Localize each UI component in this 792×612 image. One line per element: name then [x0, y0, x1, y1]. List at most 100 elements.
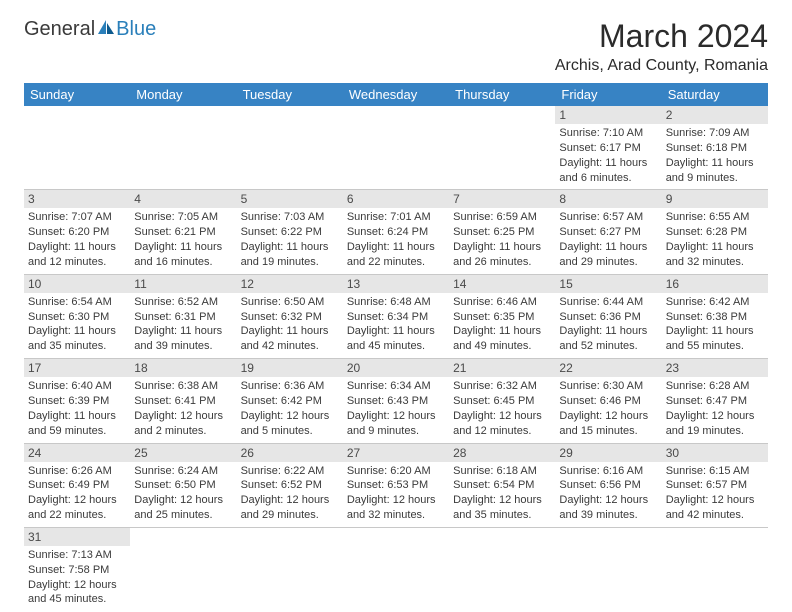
calendar-cell: 30Sunrise: 6:15 AMSunset: 6:57 PMDayligh…: [662, 443, 768, 527]
sunset-text: Sunset: 6:49 PM: [28, 478, 126, 493]
sunrise-text: Sunrise: 6:32 AM: [453, 379, 551, 394]
calendar-cell: 18Sunrise: 6:38 AMSunset: 6:41 PMDayligh…: [130, 359, 236, 443]
calendar-cell: 3Sunrise: 7:07 AMSunset: 6:20 PMDaylight…: [24, 190, 130, 274]
daylight-text: and 29 minutes.: [559, 255, 657, 270]
daylight-text: and 55 minutes.: [666, 339, 764, 354]
sunrise-text: Sunrise: 6:28 AM: [666, 379, 764, 394]
weekday-wednesday: Wednesday: [343, 83, 449, 106]
sunrise-text: Sunrise: 6:30 AM: [559, 379, 657, 394]
sunset-text: Sunset: 6:34 PM: [347, 310, 445, 325]
calendar-cell: 24Sunrise: 6:26 AMSunset: 6:49 PMDayligh…: [24, 443, 130, 527]
sunset-text: Sunset: 6:52 PM: [241, 478, 339, 493]
calendar-cell: [130, 106, 236, 190]
calendar-cell: 12Sunrise: 6:50 AMSunset: 6:32 PMDayligh…: [237, 274, 343, 358]
calendar-cell: [343, 106, 449, 190]
calendar-cell: [449, 106, 555, 190]
sunset-text: Sunset: 6:21 PM: [134, 225, 232, 240]
daylight-text: and 29 minutes.: [241, 508, 339, 523]
sunset-text: Sunset: 6:50 PM: [134, 478, 232, 493]
daylight-text: and 35 minutes.: [453, 508, 551, 523]
sunset-text: Sunset: 6:18 PM: [666, 141, 764, 156]
sunrise-text: Sunrise: 6:24 AM: [134, 464, 232, 479]
sunrise-text: Sunrise: 6:52 AM: [134, 295, 232, 310]
sunset-text: Sunset: 6:27 PM: [559, 225, 657, 240]
daylight-text: and 26 minutes.: [453, 255, 551, 270]
daylight-text: and 39 minutes.: [134, 339, 232, 354]
calendar-cell: 11Sunrise: 6:52 AMSunset: 6:31 PMDayligh…: [130, 274, 236, 358]
daylight-text: Daylight: 12 hours: [559, 409, 657, 424]
sunrise-text: Sunrise: 6:46 AM: [453, 295, 551, 310]
calendar-cell: 21Sunrise: 6:32 AMSunset: 6:45 PMDayligh…: [449, 359, 555, 443]
daylight-text: Daylight: 12 hours: [666, 409, 764, 424]
day-number: 13: [343, 275, 449, 293]
day-number: 31: [24, 528, 130, 546]
daylight-text: and 9 minutes.: [666, 171, 764, 186]
sunset-text: Sunset: 6:24 PM: [347, 225, 445, 240]
calendar-cell: [24, 106, 130, 190]
sunrise-text: Sunrise: 7:01 AM: [347, 210, 445, 225]
sunrise-text: Sunrise: 6:59 AM: [453, 210, 551, 225]
day-number: 2: [662, 106, 768, 124]
calendar-cell: 16Sunrise: 6:42 AMSunset: 6:38 PMDayligh…: [662, 274, 768, 358]
calendar-cell: 17Sunrise: 6:40 AMSunset: 6:39 PMDayligh…: [24, 359, 130, 443]
daylight-text: Daylight: 11 hours: [559, 324, 657, 339]
calendar-cell: 1Sunrise: 7:10 AMSunset: 6:17 PMDaylight…: [555, 106, 661, 190]
day-number: 17: [24, 359, 130, 377]
daylight-text: Daylight: 12 hours: [347, 409, 445, 424]
calendar-cell: 19Sunrise: 6:36 AMSunset: 6:42 PMDayligh…: [237, 359, 343, 443]
day-number: 18: [130, 359, 236, 377]
day-number: 9: [662, 190, 768, 208]
calendar-cell: 25Sunrise: 6:24 AMSunset: 6:50 PMDayligh…: [130, 443, 236, 527]
calendar-body: 1Sunrise: 7:10 AMSunset: 6:17 PMDaylight…: [24, 106, 768, 611]
daylight-text: and 32 minutes.: [666, 255, 764, 270]
daylight-text: and 22 minutes.: [347, 255, 445, 270]
day-number: 23: [662, 359, 768, 377]
calendar-cell: 9Sunrise: 6:55 AMSunset: 6:28 PMDaylight…: [662, 190, 768, 274]
sunrise-text: Sunrise: 7:10 AM: [559, 126, 657, 141]
daylight-text: Daylight: 12 hours: [241, 493, 339, 508]
daylight-text: and 6 minutes.: [559, 171, 657, 186]
day-number: 26: [237, 444, 343, 462]
sunset-text: Sunset: 6:54 PM: [453, 478, 551, 493]
weekday-header-row: Sunday Monday Tuesday Wednesday Thursday…: [24, 83, 768, 106]
day-number: 7: [449, 190, 555, 208]
sunrise-text: Sunrise: 6:36 AM: [241, 379, 339, 394]
daylight-text: and 45 minutes.: [347, 339, 445, 354]
calendar-cell: 2Sunrise: 7:09 AMSunset: 6:18 PMDaylight…: [662, 106, 768, 190]
day-number: 20: [343, 359, 449, 377]
sunrise-text: Sunrise: 7:09 AM: [666, 126, 764, 141]
daylight-text: Daylight: 12 hours: [134, 409, 232, 424]
calendar-cell: 20Sunrise: 6:34 AMSunset: 6:43 PMDayligh…: [343, 359, 449, 443]
calendar-cell: 6Sunrise: 7:01 AMSunset: 6:24 PMDaylight…: [343, 190, 449, 274]
daylight-text: Daylight: 11 hours: [347, 240, 445, 255]
calendar-cell: 14Sunrise: 6:46 AMSunset: 6:35 PMDayligh…: [449, 274, 555, 358]
sunrise-text: Sunrise: 6:40 AM: [28, 379, 126, 394]
daylight-text: and 15 minutes.: [559, 424, 657, 439]
day-number: 25: [130, 444, 236, 462]
day-number: 14: [449, 275, 555, 293]
daylight-text: and 42 minutes.: [666, 508, 764, 523]
daylight-text: Daylight: 11 hours: [347, 324, 445, 339]
sunset-text: Sunset: 6:42 PM: [241, 394, 339, 409]
day-number: 27: [343, 444, 449, 462]
daylight-text: and 52 minutes.: [559, 339, 657, 354]
sunset-text: Sunset: 6:43 PM: [347, 394, 445, 409]
day-number: 5: [237, 190, 343, 208]
sunset-text: Sunset: 6:36 PM: [559, 310, 657, 325]
sunrise-text: Sunrise: 6:22 AM: [241, 464, 339, 479]
sunset-text: Sunset: 6:22 PM: [241, 225, 339, 240]
sunset-text: Sunset: 6:45 PM: [453, 394, 551, 409]
calendar-cell: [237, 527, 343, 611]
sunset-text: Sunset: 6:38 PM: [666, 310, 764, 325]
daylight-text: Daylight: 11 hours: [28, 240, 126, 255]
sunset-text: Sunset: 6:47 PM: [666, 394, 764, 409]
daylight-text: and 22 minutes.: [28, 508, 126, 523]
daylight-text: and 16 minutes.: [134, 255, 232, 270]
day-number: 19: [237, 359, 343, 377]
daylight-text: Daylight: 11 hours: [453, 240, 551, 255]
logo-text-general: General: [24, 18, 95, 41]
weekday-tuesday: Tuesday: [237, 83, 343, 106]
day-number: 16: [662, 275, 768, 293]
calendar-cell: 28Sunrise: 6:18 AMSunset: 6:54 PMDayligh…: [449, 443, 555, 527]
sunset-text: Sunset: 6:56 PM: [559, 478, 657, 493]
